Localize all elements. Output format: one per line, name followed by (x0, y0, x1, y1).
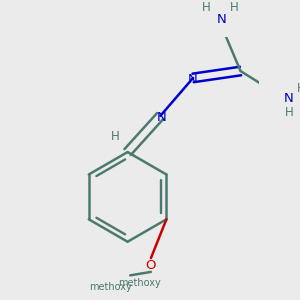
Text: H: H (202, 1, 210, 14)
Text: N: N (284, 92, 294, 105)
Text: methoxy: methoxy (118, 278, 161, 288)
Text: H: H (296, 82, 300, 95)
Text: H: H (284, 106, 293, 119)
Text: H: H (230, 1, 239, 14)
Text: H: H (111, 130, 120, 143)
Text: N: N (217, 13, 226, 26)
Text: O: O (145, 259, 155, 272)
Text: N: N (188, 73, 198, 86)
Text: N: N (156, 111, 166, 124)
Text: methoxy: methoxy (89, 282, 132, 292)
